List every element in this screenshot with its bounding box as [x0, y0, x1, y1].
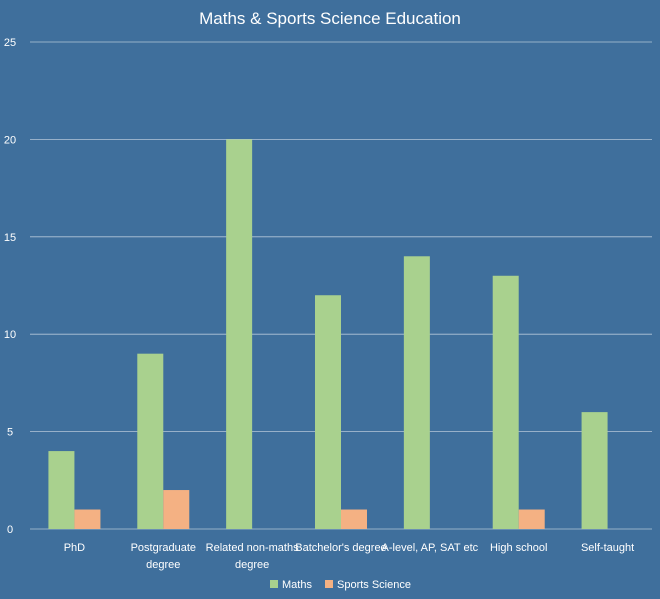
x-tick-label: degree: [146, 559, 180, 571]
bar-sports-science: [74, 509, 101, 529]
y-tick-label: 5: [7, 427, 13, 439]
x-tick-label: Self-taught: [581, 542, 634, 554]
x-tick-label: Batchelor's degree: [295, 542, 386, 554]
y-tick-label: 0: [7, 524, 13, 536]
x-tick-label: A-level, AP, SAT etc: [382, 542, 479, 554]
x-axis: PhD Postgraduate degree Related non-maths de…: [64, 542, 634, 571]
bar-sports-science: [341, 509, 367, 529]
bar-sports-science: [163, 490, 190, 529]
bar-maths: [403, 256, 430, 529]
legend-swatch: [325, 580, 333, 588]
legend-swatch: [270, 580, 278, 588]
y-tick-label: 10: [4, 329, 16, 341]
x-tick-label: PhD: [64, 542, 85, 554]
x-tick-label: degree: [235, 559, 269, 571]
x-tick-label: Postgraduate: [131, 542, 196, 554]
x-tick-label: Related non-maths: [206, 542, 299, 554]
chart-title: Maths & Sports Science Education: [199, 9, 461, 28]
x-tick-label: High school: [490, 542, 547, 554]
bar-maths: [226, 139, 253, 529]
y-tick-label: 25: [4, 37, 16, 49]
bars: [48, 139, 608, 529]
legend: Maths Sports Science: [270, 579, 411, 591]
bar-maths: [137, 353, 164, 529]
bar-maths: [492, 275, 519, 529]
y-axis: 0 5 10 15 20 25: [4, 37, 16, 536]
bar-maths: [581, 412, 608, 529]
bar-sports-science: [518, 509, 545, 529]
bar-maths: [48, 451, 75, 529]
y-tick-label: 20: [4, 134, 16, 146]
legend-label: Maths: [282, 579, 312, 591]
legend-label: Sports Science: [337, 579, 411, 591]
bar-maths: [315, 295, 341, 529]
y-tick-label: 15: [4, 232, 16, 244]
